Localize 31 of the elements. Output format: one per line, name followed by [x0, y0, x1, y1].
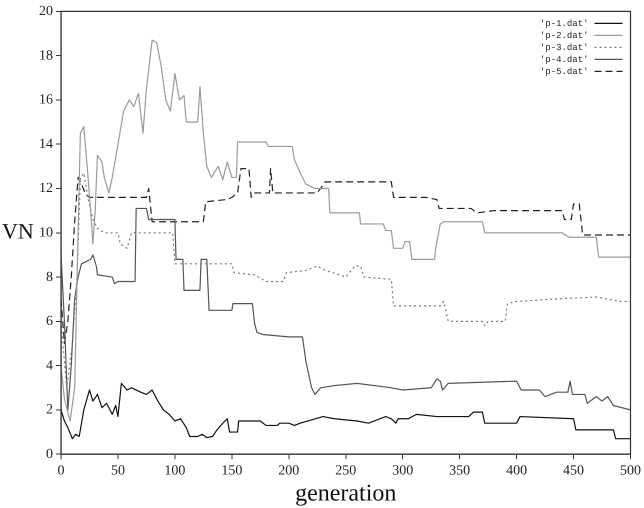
x-tick-label: 350: [449, 463, 470, 478]
x-tick-label: 150: [221, 463, 242, 478]
y-tick-label: 16: [39, 92, 53, 108]
y-tick-label: 2: [46, 402, 53, 418]
legend-label: 'p-4.dat': [540, 54, 588, 65]
y-tick-label: 14: [39, 136, 53, 152]
y-tick-label: 10: [39, 225, 53, 240]
y-tick-label: 20: [39, 4, 53, 20]
x-tick-label: 0: [58, 463, 64, 478]
line-series: [61, 172, 630, 388]
line-series: [61, 168, 630, 344]
y-axis-title: VN: [2, 218, 34, 244]
y-tick-label: 18: [39, 48, 53, 64]
legend-label: 'p-5.dat': [540, 66, 588, 77]
y-tick-label: 0: [46, 446, 53, 462]
x-tick-label: 250: [335, 463, 356, 478]
x-axis-title: generation: [295, 480, 396, 506]
x-tick-label: 50: [110, 463, 125, 478]
legend-label: 'p-2.dat': [540, 30, 588, 41]
y-tick-label: 6: [46, 314, 53, 330]
legend-label: 'p-1.dat': [540, 18, 588, 29]
x-tick-label: 450: [563, 463, 584, 478]
x-tick-label: 200: [278, 463, 300, 478]
x-tick-label: 100: [164, 463, 186, 478]
legend-label: 'p-3.dat': [540, 42, 588, 53]
x-tick-label: 500: [620, 463, 641, 478]
y-tick-label: 12: [39, 181, 53, 196]
y-tick-label: 8: [46, 270, 53, 285]
y-tick-label: 4: [46, 358, 53, 374]
x-tick-label: 300: [392, 463, 414, 478]
x-tick-label: 400: [506, 463, 528, 478]
